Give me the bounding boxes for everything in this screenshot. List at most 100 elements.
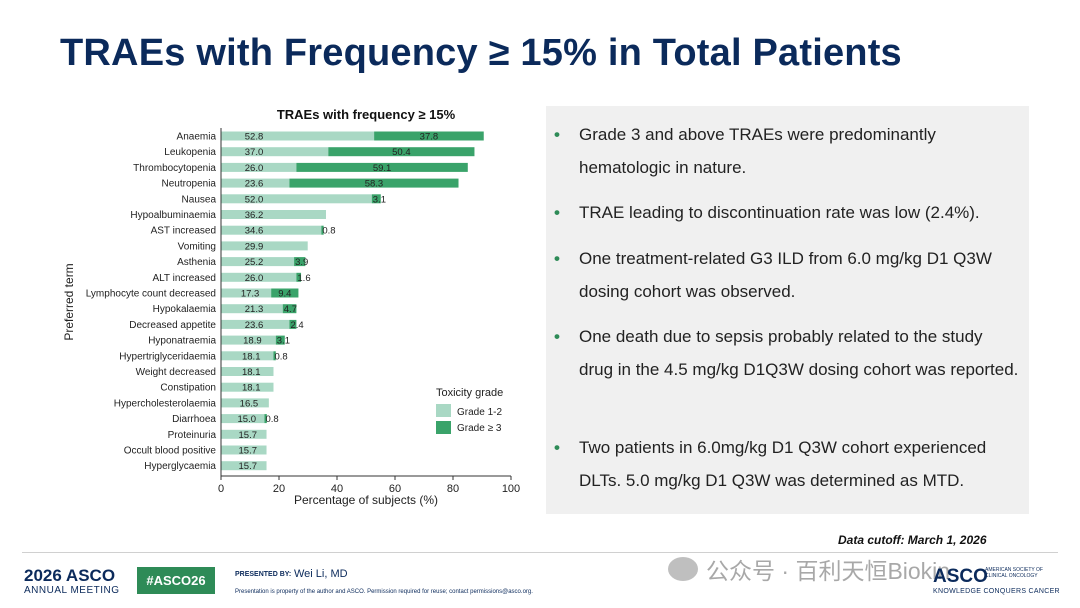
category-label-neutropenia: Neutropenia	[162, 179, 217, 190]
bar-leukopenia-grade-1-2	[221, 147, 329, 157]
category-label-occult-blood-positive: Occult blood positive	[124, 446, 217, 457]
bullet-icon: •	[554, 249, 560, 268]
data-label-hyponatraemia-grade-1-2: 18.9	[243, 336, 262, 347]
bullet-icon: •	[554, 203, 560, 222]
data-label-neutropenia-grade-3: 58.3	[365, 179, 384, 190]
asco-tagline: KNOWLEDGE CONQUERS CANCER	[933, 588, 1060, 595]
bullet-icon: •	[554, 327, 560, 346]
slide-title: TRAEs with Frequency ≥ 15% in Total Pati…	[60, 32, 902, 74]
category-label-hyponatraemia: Hyponatraemia	[148, 336, 216, 347]
category-label-ast-increased: AST increased	[151, 226, 216, 237]
category-label-hypercholesterolaemia: Hypercholesterolaemia	[114, 398, 217, 409]
bar-alt-increased-grade-1-2	[221, 272, 297, 282]
data-label-thrombocytopenia-grade-1-2: 26.0	[245, 163, 264, 174]
bar-diarrhoea-grade-1-2	[221, 414, 265, 424]
y-axis-label: Preferred term	[62, 263, 76, 340]
data-label-decreased-appetite-grade-3: 2.4	[290, 320, 303, 331]
bar-hyponatraemia-grade-1-2	[221, 335, 276, 345]
data-label-anaemia-grade-3: 37.8	[420, 132, 439, 143]
finding-text: TRAE leading to discontinuation rate was…	[579, 203, 980, 222]
data-label-diarrhoea-grade-1-2: 15.0	[238, 414, 257, 425]
x-tick-label-0: 0	[218, 483, 224, 495]
asco-logo: ASCO	[933, 566, 988, 587]
data-cutoff-note: Data cutoff: March 1, 2026	[838, 533, 987, 547]
category-label-hypokalaemia: Hypokalaemia	[153, 304, 217, 315]
category-label-hypertriglyceridaemia: Hypertriglyceridaemia	[119, 351, 216, 362]
data-label-hypokalaemia-grade-3: 4.7	[284, 304, 297, 315]
presented-by-label: PRESENTED BY:	[235, 571, 292, 578]
data-label-thrombocytopenia-grade-3: 59.1	[373, 163, 392, 174]
legend-label-grade-1-2: Grade 1-2	[457, 407, 502, 418]
finding-item: • TRAE leading to discontinuation rate w…	[554, 197, 1019, 230]
x-tick-label-80: 80	[447, 483, 459, 495]
bar-anaemia-grade-3	[374, 131, 484, 141]
data-label-leukopenia-grade-3: 50.4	[392, 147, 411, 158]
category-label-decreased-appetite: Decreased appetite	[129, 320, 216, 331]
finding-item: • One death due to sepsis probably relat…	[554, 321, 1019, 386]
legend-label-grade-3: Grade ≥ 3	[457, 423, 502, 434]
data-label-vomiting-grade-1-2: 29.9	[245, 241, 264, 252]
finding-text: Grade 3 and above TRAEs were predominant…	[579, 125, 936, 177]
data-label-hypertriglyceridaemia-grade-3: 0.8	[274, 351, 287, 362]
bar-neutropenia-grade-3	[289, 178, 459, 188]
meeting-asco: ASCO	[65, 566, 116, 585]
bar-asthenia-grade-3	[294, 257, 306, 267]
data-label-nausea-grade-1-2: 52.0	[245, 194, 264, 205]
bar-thrombocytopenia-grade-1-2	[221, 162, 297, 172]
category-label-proteinuria: Proteinuria	[168, 430, 217, 441]
data-label-alt-increased-grade-3: 1.6	[297, 273, 310, 284]
permission-disclaimer: Presentation is property of the author a…	[235, 589, 533, 595]
x-tick-label-100: 100	[502, 483, 520, 495]
data-label-lymphocyte-count-decreased-grade-1-2: 17.3	[241, 289, 260, 300]
x-tick-label-20: 20	[273, 483, 285, 495]
category-label-hyperglycaemia: Hyperglycaemia	[144, 461, 216, 472]
data-label-constipation-grade-1-2: 18.1	[242, 383, 261, 394]
data-label-weight-decreased-grade-1-2: 18.1	[242, 367, 261, 378]
chart-title: TRAEs with frequency ≥ 15%	[277, 107, 456, 122]
data-label-anaemia-grade-1-2: 52.8	[245, 132, 264, 143]
finding-item: • One treatment-related G3 ILD from 6.0 …	[554, 243, 1019, 308]
finding-item: • Two patients in 6.0mg/kg D1 Q3W cohort…	[554, 432, 1019, 497]
data-label-nausea-grade-3: 3.1	[373, 194, 386, 205]
bar-occult-blood-positive-grade-1-2	[221, 445, 267, 455]
asco-society-name: AMERICAN SOCIETY OF CLINICAL ONCOLOGY	[985, 567, 1043, 579]
bar-anaemia-grade-1-2	[221, 131, 375, 141]
bar-decreased-appetite-grade-3	[289, 319, 297, 329]
category-label-thrombocytopenia: Thrombocytopenia	[133, 163, 216, 174]
hashtag-badge: #ASCO26	[137, 567, 215, 594]
bar-lymphocyte-count-decreased-grade-3	[271, 288, 299, 298]
legend-title: Toxicity grade	[436, 387, 503, 399]
data-label-alt-increased-grade-1-2: 26.0	[245, 273, 264, 284]
chart-legend: Toxicity grade Grade 1-2 Grade ≥ 3	[436, 387, 503, 434]
bar-decreased-appetite-grade-1-2	[221, 319, 290, 329]
data-label-asthenia-grade-3: 3.9	[295, 257, 308, 268]
data-label-neutropenia-grade-1-2: 23.6	[245, 179, 264, 190]
category-label-lymphocyte-count-decreased: Lymphocyte count decreased	[86, 289, 216, 300]
bar-diarrhoea-grade-3	[264, 414, 267, 424]
key-findings-panel: • Grade 3 and above TRAEs were predomina…	[546, 106, 1029, 514]
presenter-name: Wei Li, MD	[294, 568, 348, 580]
finding-text: One death due to sepsis probably related…	[579, 327, 1019, 379]
bar-weight-decreased-grade-1-2	[221, 367, 274, 376]
data-label-hyponatraemia-grade-3: 3.1	[277, 336, 290, 347]
meeting-logo: 2026 ASCO	[24, 566, 115, 586]
category-label-constipation: Constipation	[160, 383, 216, 394]
finding-item: • Grade 3 and above TRAEs were predomina…	[554, 119, 1019, 184]
bullet-icon: •	[554, 125, 560, 144]
data-label-asthenia-grade-1-2: 25.2	[245, 257, 264, 268]
meeting-year: 2026	[24, 566, 62, 585]
bar-leukopenia-grade-3	[328, 147, 475, 157]
bar-hyperglycaemia-grade-1-2	[221, 461, 267, 471]
bar-constipation-grade-1-2	[221, 382, 274, 392]
data-label-hypokalaemia-grade-1-2: 21.3	[245, 304, 264, 315]
category-label-alt-increased: ALT increased	[152, 273, 216, 284]
x-tick-label-60: 60	[389, 483, 401, 495]
bullet-icon: •	[554, 438, 560, 457]
data-label-leukopenia-grade-1-2: 37.0	[245, 147, 264, 158]
finding-text: One treatment-related G3 ILD from 6.0 mg…	[579, 249, 992, 301]
bar-ast-increased-grade-3	[321, 225, 324, 235]
category-label-asthenia: Asthenia	[177, 257, 216, 268]
bar-hypokalaemia-grade-1-2	[221, 304, 283, 314]
data-label-diarrhoea-grade-3: 0.8	[266, 414, 279, 425]
category-label-weight-decreased: Weight decreased	[136, 367, 216, 378]
